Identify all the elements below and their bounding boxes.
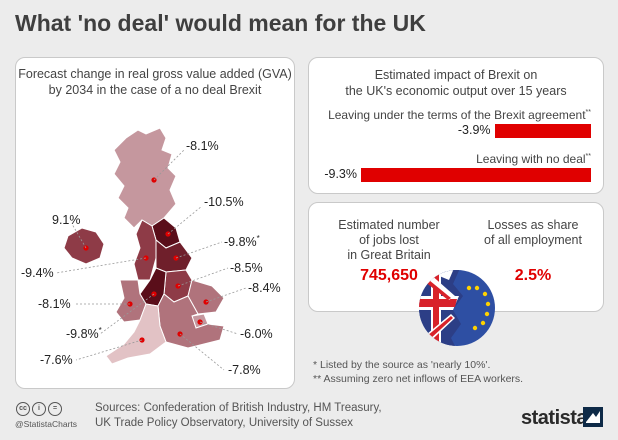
statista-logo-text[interactable]: statista xyxy=(521,407,588,429)
impact-caption-line2: the UK's economic output over 15 years xyxy=(345,84,567,98)
map-label-yorkshire-star: * xyxy=(257,234,260,243)
footnote-eea-workers: ** Assuming zero net inflows of EEA work… xyxy=(313,373,524,385)
map-label-east: -8.4% xyxy=(248,281,281,295)
impact-caption-line1: Estimated impact of Brexit on xyxy=(374,68,538,82)
dot-north-west xyxy=(143,255,149,261)
jobs-heading-line2: of jobs lost xyxy=(359,233,419,247)
region-north-west xyxy=(133,219,157,281)
impact-caption: Estimated impact of Brexit on the UK's e… xyxy=(309,67,603,99)
map-label-yorkshire-value: -9.8% xyxy=(224,235,257,249)
scenario-bar-no-deal xyxy=(361,168,591,182)
scenario-label-no-deal-text: Leaving with no deal xyxy=(476,152,586,166)
map-label-north-west: -9.4% xyxy=(21,266,54,280)
map-caption-line1: Forecast change in real gross value adde… xyxy=(18,67,292,81)
creative-commons-icons: cc i = xyxy=(16,402,64,420)
uk-region-map: -8.1% 9.1% -10.5% -9.4% -9.8%* -8.5% -8.… xyxy=(21,127,281,377)
statista-logo-icon xyxy=(583,407,603,427)
map-label-scotland: -8.1% xyxy=(186,139,219,153)
map-label-northern-ireland: 9.1% xyxy=(52,213,81,227)
map-label-north-east: -10.5% xyxy=(204,195,244,209)
map-label-west-midlands-star: * xyxy=(99,326,102,335)
attribution-icon: i xyxy=(32,402,46,416)
scenario-value-agreement: -3.9% xyxy=(457,123,491,137)
scenario-bar-agreement xyxy=(494,124,591,138)
uk-eu-split-flag-icon xyxy=(419,270,495,346)
map-label-south-east: -7.8% xyxy=(228,363,261,377)
map-label-yorkshire: -9.8%* xyxy=(224,234,260,249)
jobs-heading: Estimated number of jobs lost in Great B… xyxy=(319,218,459,263)
map-caption-line2: by 2034 in the case of a no deal Brexit xyxy=(48,83,262,97)
scenario-value-no-deal: -9.3% xyxy=(324,167,357,181)
map-label-south-west: -7.6% xyxy=(40,353,73,367)
region-yorkshire xyxy=(155,238,193,273)
twitter-handle[interactable]: @StatistaCharts xyxy=(15,419,78,429)
gva-map-panel: -8.1% 9.1% -10.5% -9.4% -9.8%* -8.5% -8.… xyxy=(15,57,295,389)
map-label-east-midlands: -8.5% xyxy=(230,261,263,275)
jobs-lost-value: 745,650 xyxy=(360,267,418,284)
share-heading-line2: of all employment xyxy=(484,233,582,247)
map-label-wales: -8.1% xyxy=(38,297,71,311)
region-scotland xyxy=(113,127,177,229)
jobs-heading-line3: in Great Britain xyxy=(347,248,431,262)
scenario-label-agreement-text: Leaving under the terms of the Brexit ag… xyxy=(328,108,586,122)
jobs-heading-line1: Estimated number xyxy=(338,218,440,232)
map-label-london: -6.0% xyxy=(240,327,273,341)
page-title: What 'no deal' would mean for the UK xyxy=(15,10,426,36)
map-label-west-midlands: -9.8%* xyxy=(66,326,102,341)
share-heading: Losses as share of all employment xyxy=(469,218,597,248)
source-note: Sources: Confederation of British Indust… xyxy=(95,401,382,431)
share-value: 2.5% xyxy=(514,267,552,284)
source-line1: Sources: Confederation of British Indust… xyxy=(95,402,382,414)
footnote-nearly-10: * Listed by the source as 'nearly 10%'. xyxy=(313,359,491,371)
scenario-label-agreement-star: ** xyxy=(585,109,591,116)
no-derivatives-icon: = xyxy=(48,402,62,416)
region-northern-ireland xyxy=(63,227,105,265)
leader-lines xyxy=(55,149,247,371)
share-heading-line1: Losses as share xyxy=(487,218,579,232)
output-impact-panel: Estimated impact of Brexit on the UK's e… xyxy=(308,57,604,194)
cc-icon: cc xyxy=(16,402,30,416)
map-label-west-midlands-value: -9.8% xyxy=(66,327,99,341)
scenario-label-no-deal: Leaving with no deal** xyxy=(476,152,591,166)
source-line2: UK Trade Policy Observatory, University … xyxy=(95,417,353,429)
map-caption: Forecast change in real gross value adde… xyxy=(16,66,294,98)
scenario-label-no-deal-star: ** xyxy=(585,153,591,160)
region-south-west xyxy=(105,303,167,365)
scenario-label-agreement: Leaving under the terms of the Brexit ag… xyxy=(328,108,591,122)
